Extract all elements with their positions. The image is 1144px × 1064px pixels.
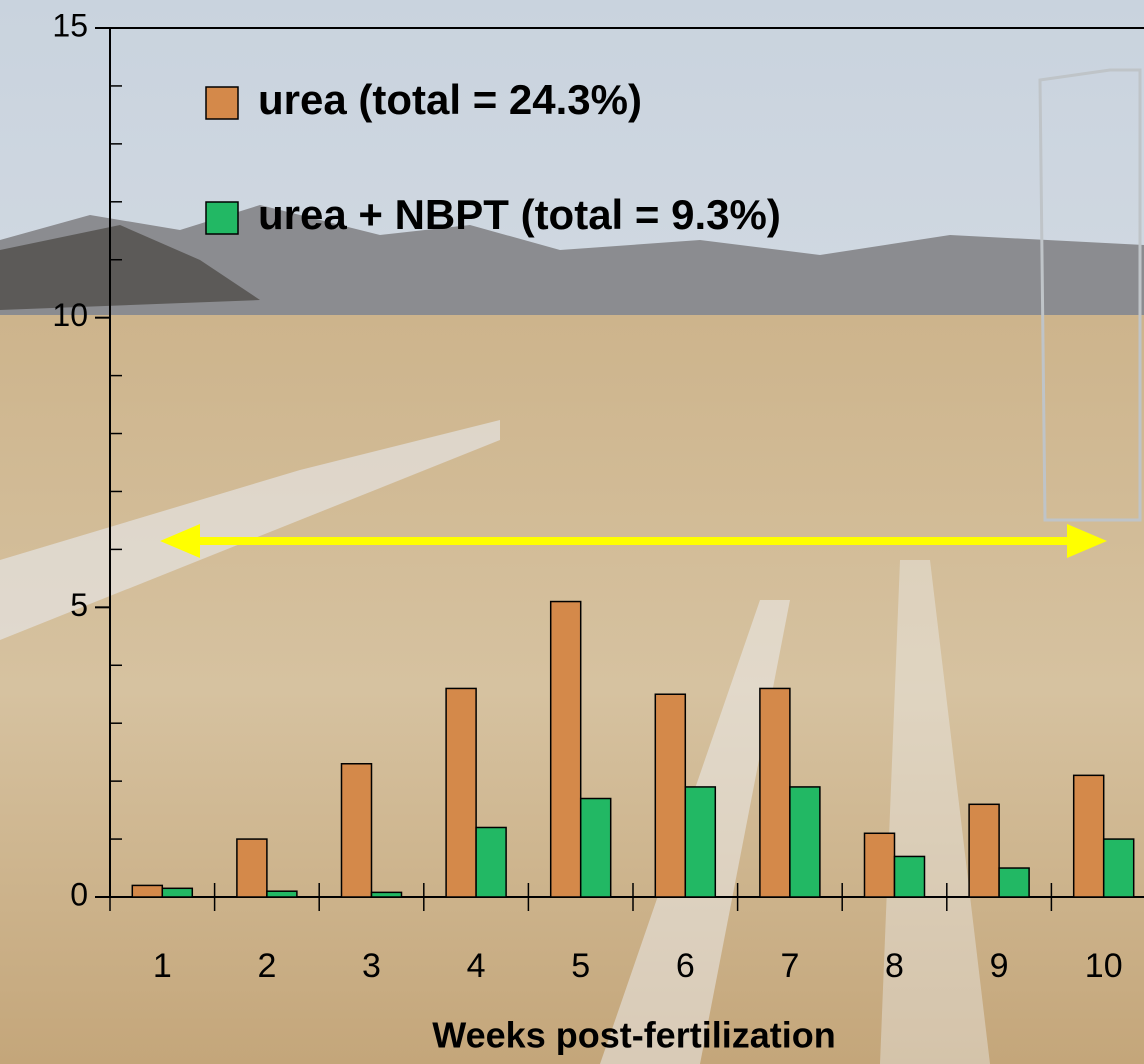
x-tick-label: 5 [571,947,590,985]
x-tick-label: 1 [153,947,172,985]
bar [161,887,194,898]
bar [579,797,612,898]
legend-label: urea + NBPT (total = 9.3%) [258,191,781,238]
x-tick-label: 7 [780,947,799,985]
x-tick-label: 2 [257,947,276,985]
y-tick-label: 10 [52,297,88,333]
bar [340,763,373,898]
bar [863,832,896,898]
bar [1072,774,1105,898]
legend-label: urea (total = 24.3%) [258,76,642,123]
bar [1102,838,1135,898]
bar [654,693,687,898]
y-tick-label: 0 [70,876,88,912]
legend-swatch [205,86,239,120]
bar [549,600,582,898]
legend-swatch [205,201,239,235]
x-axis-title: Weeks post-fertilization [432,1015,835,1056]
x-tick-label: 9 [990,947,1009,985]
bar [893,855,926,898]
bar [236,838,268,898]
y-tick-label: 15 [52,7,88,43]
bar [475,826,507,898]
x-tick-label: 10 [1085,947,1123,985]
y-tick-label: 5 [70,587,88,623]
x-tick-label: 8 [885,947,904,985]
x-tick-label: 4 [467,947,486,985]
bar [998,867,1030,898]
x-tick-label: 3 [362,947,381,985]
x-tick-label: 6 [676,947,695,985]
bar [759,687,791,898]
bar [131,884,164,898]
bar [266,890,298,898]
bar [684,786,717,898]
arrow [160,524,1107,558]
bar [445,687,477,898]
bar [370,891,403,898]
bar [968,803,1000,898]
bar [789,786,821,898]
